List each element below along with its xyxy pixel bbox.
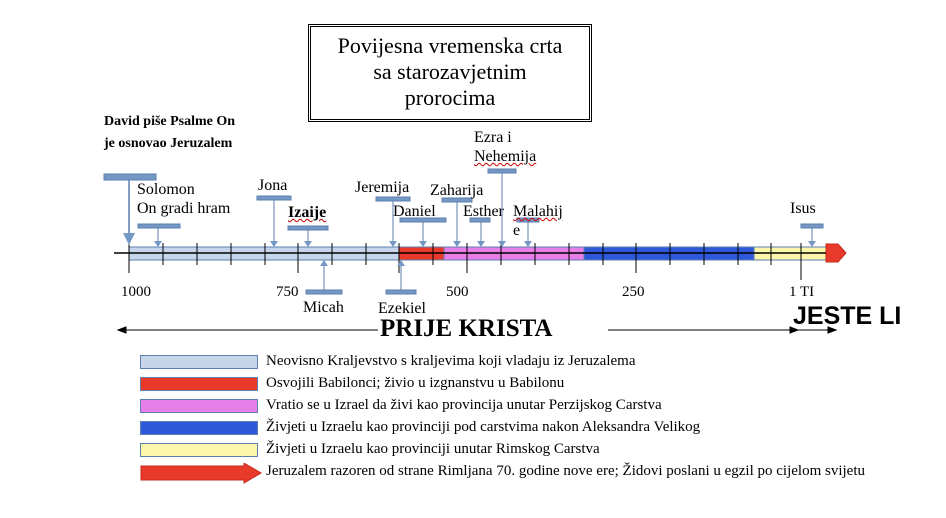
label-esther: Esther: [463, 203, 504, 220]
legend-text-rome: Živjeti u Izraelu kao provinciji unutar …: [266, 441, 600, 457]
label-ezra: Ezra i Nehemija: [474, 128, 536, 166]
label-jona: Jona: [258, 177, 288, 194]
label-jeremija: Jeremija: [355, 179, 410, 196]
axis-label-1000: 1000: [121, 284, 151, 300]
axis-label-250: 250: [622, 284, 645, 300]
title-line-2: sa starozavjetnim: [373, 59, 527, 84]
legend-text-persia: Vratio se u Izrael da živi kao provincij…: [266, 397, 662, 413]
band-destroyed-arrow: [825, 243, 847, 263]
david-note-line-1: David piše Psalme On: [104, 114, 236, 129]
era-label-bc: PRIJE KRISTA: [380, 315, 553, 342]
label-isus: Isus: [790, 200, 816, 217]
legend-swatch-babylon: [140, 377, 258, 391]
label-solomon-line-1: Solomon: [137, 181, 195, 198]
legend-swatch-kingdom: [140, 355, 258, 369]
legend-swatch-persia: [140, 399, 258, 413]
label-izaije: Izaije: [288, 204, 327, 221]
label-malahija-line-1: Malahij: [513, 203, 563, 220]
title-line-1: Povijesna vremenska crta: [337, 33, 563, 58]
label-ezekiel: Ezekiel: [378, 300, 426, 317]
legend-text-destroyed: Jeruzalem razoren od strane Rimljana 70.…: [266, 463, 865, 479]
david-note: David piše Psalme On je osnovao Jeruzale…: [104, 111, 235, 155]
label-micah: Micah: [303, 299, 344, 316]
axis-label-500: 500: [446, 284, 469, 300]
markers: [103, 168, 824, 295]
label-solomon-line-2: On gradi hram: [137, 200, 231, 217]
label-malahija: Malahij e: [513, 202, 563, 240]
label-solomon: Solomon On gradi hram: [137, 180, 230, 218]
legend-text-kingdom: Neovisno Kraljevstvo s kraljevima koji v…: [266, 353, 636, 369]
era-label-ad: JESTE LI: [793, 302, 902, 330]
axis-label-750: 750: [276, 284, 299, 300]
legend-swatch-rome: [140, 443, 258, 457]
label-malahija-line-2: e: [513, 222, 521, 239]
title-line-3: prorocima: [404, 85, 496, 110]
legend-swatch-greek: [140, 421, 258, 435]
legend-text-babylon: Osvojili Babilonci; živio u izgnanstvu u…: [266, 375, 565, 391]
legend-text-greek: Živjeti u Izraelu kao provinciji pod car…: [266, 419, 701, 435]
label-zaharija: Zaharija: [430, 182, 484, 199]
label-ezra-line-1: Ezra i: [474, 129, 512, 146]
era-arrows: [116, 326, 838, 334]
axis-label-1-ti: 1 TI: [789, 284, 815, 300]
david-note-line-2: je osnovao Jeruzalem: [104, 136, 233, 151]
axis-ticks: [128, 243, 802, 280]
label-daniel: Daniel: [393, 203, 436, 220]
title-box: Povijesna vremenska crta sa starozavjetn…: [310, 26, 590, 120]
legend-swatch-destroyed: [140, 463, 262, 484]
label-ezra-line-2: Nehemija: [474, 148, 537, 165]
